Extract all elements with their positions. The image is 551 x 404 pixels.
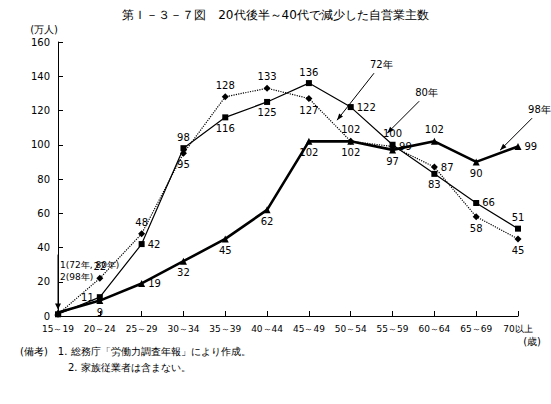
svg-text:32: 32 <box>177 267 190 278</box>
svg-text:(歳): (歳) <box>523 336 541 347</box>
svg-text:60: 60 <box>37 208 50 219</box>
svg-text:80年: 80年 <box>415 87 438 98</box>
svg-text:160: 160 <box>31 37 50 48</box>
svg-text:1(72年, 80年): 1(72年, 80年) <box>60 260 119 270</box>
svg-text:20: 20 <box>37 276 50 287</box>
svg-text:127: 127 <box>299 105 318 116</box>
svg-text:80: 80 <box>37 174 50 185</box>
svg-text:70以上: 70以上 <box>503 324 532 334</box>
svg-text:25～29: 25～29 <box>126 324 158 334</box>
svg-text:102: 102 <box>299 147 318 158</box>
svg-text:98: 98 <box>177 132 190 143</box>
svg-text:11: 11 <box>81 292 94 303</box>
svg-text:20～24: 20～24 <box>84 324 116 334</box>
svg-text:95: 95 <box>177 159 190 170</box>
svg-text:2. 家族従業者は含まない。: 2. 家族従業者は含まない。 <box>68 362 191 373</box>
svg-text:35～39: 35～39 <box>209 324 241 334</box>
svg-text:42: 42 <box>148 239 161 250</box>
svg-text:45～49: 45～49 <box>293 324 325 334</box>
svg-text:62: 62 <box>261 216 274 227</box>
svg-text:133: 133 <box>258 71 277 82</box>
svg-text:(備考) 1. 総務庁「労働力調査年報」により作成。: (備考) 1. 総務庁「労働力調査年報」により作成。 <box>20 346 251 357</box>
svg-text:22: 22 <box>93 261 106 272</box>
svg-text:40: 40 <box>37 242 50 253</box>
svg-text:第Ｉ－３－７図 20代後半～40代で減少した自営業主数: 第Ｉ－３－７図 20代後半～40代で減少した自営業主数 <box>122 8 429 22</box>
svg-text:9: 9 <box>97 307 103 318</box>
svg-text:(万人): (万人) <box>30 24 58 35</box>
svg-text:125: 125 <box>258 107 277 118</box>
svg-text:0: 0 <box>44 311 50 322</box>
svg-text:83: 83 <box>428 179 441 190</box>
svg-text:30～34: 30～34 <box>168 324 200 334</box>
svg-text:58: 58 <box>470 223 483 234</box>
svg-text:50～54: 50～54 <box>335 324 367 334</box>
svg-text:102: 102 <box>341 147 360 158</box>
svg-text:98年: 98年 <box>528 104 551 115</box>
svg-text:122: 122 <box>357 102 376 113</box>
svg-text:55～59: 55～59 <box>377 324 409 334</box>
svg-text:66: 66 <box>482 197 495 208</box>
svg-text:97: 97 <box>386 156 399 167</box>
svg-text:100: 100 <box>31 139 50 150</box>
svg-text:99: 99 <box>525 141 538 152</box>
svg-text:140: 140 <box>31 71 50 82</box>
svg-text:102: 102 <box>341 124 360 135</box>
svg-text:136: 136 <box>299 67 318 78</box>
svg-text:87: 87 <box>441 162 454 173</box>
svg-text:19: 19 <box>148 278 161 289</box>
svg-text:128: 128 <box>216 80 235 91</box>
svg-text:48: 48 <box>135 217 148 228</box>
svg-text:116: 116 <box>216 123 235 134</box>
svg-text:60～64: 60～64 <box>418 324 450 334</box>
svg-text:90: 90 <box>470 168 483 179</box>
svg-text:15～19: 15～19 <box>42 324 74 334</box>
svg-text:65～69: 65～69 <box>460 324 492 334</box>
svg-text:72年: 72年 <box>370 59 393 70</box>
svg-text:45: 45 <box>219 245 232 256</box>
svg-text:45: 45 <box>512 245 525 256</box>
svg-text:102: 102 <box>425 124 444 135</box>
svg-text:100: 100 <box>383 128 402 139</box>
svg-text:99: 99 <box>399 141 412 152</box>
svg-text:2(98年): 2(98年) <box>60 272 93 282</box>
svg-text:40～44: 40～44 <box>251 324 283 334</box>
svg-text:51: 51 <box>512 212 525 223</box>
svg-text:120: 120 <box>31 105 50 116</box>
